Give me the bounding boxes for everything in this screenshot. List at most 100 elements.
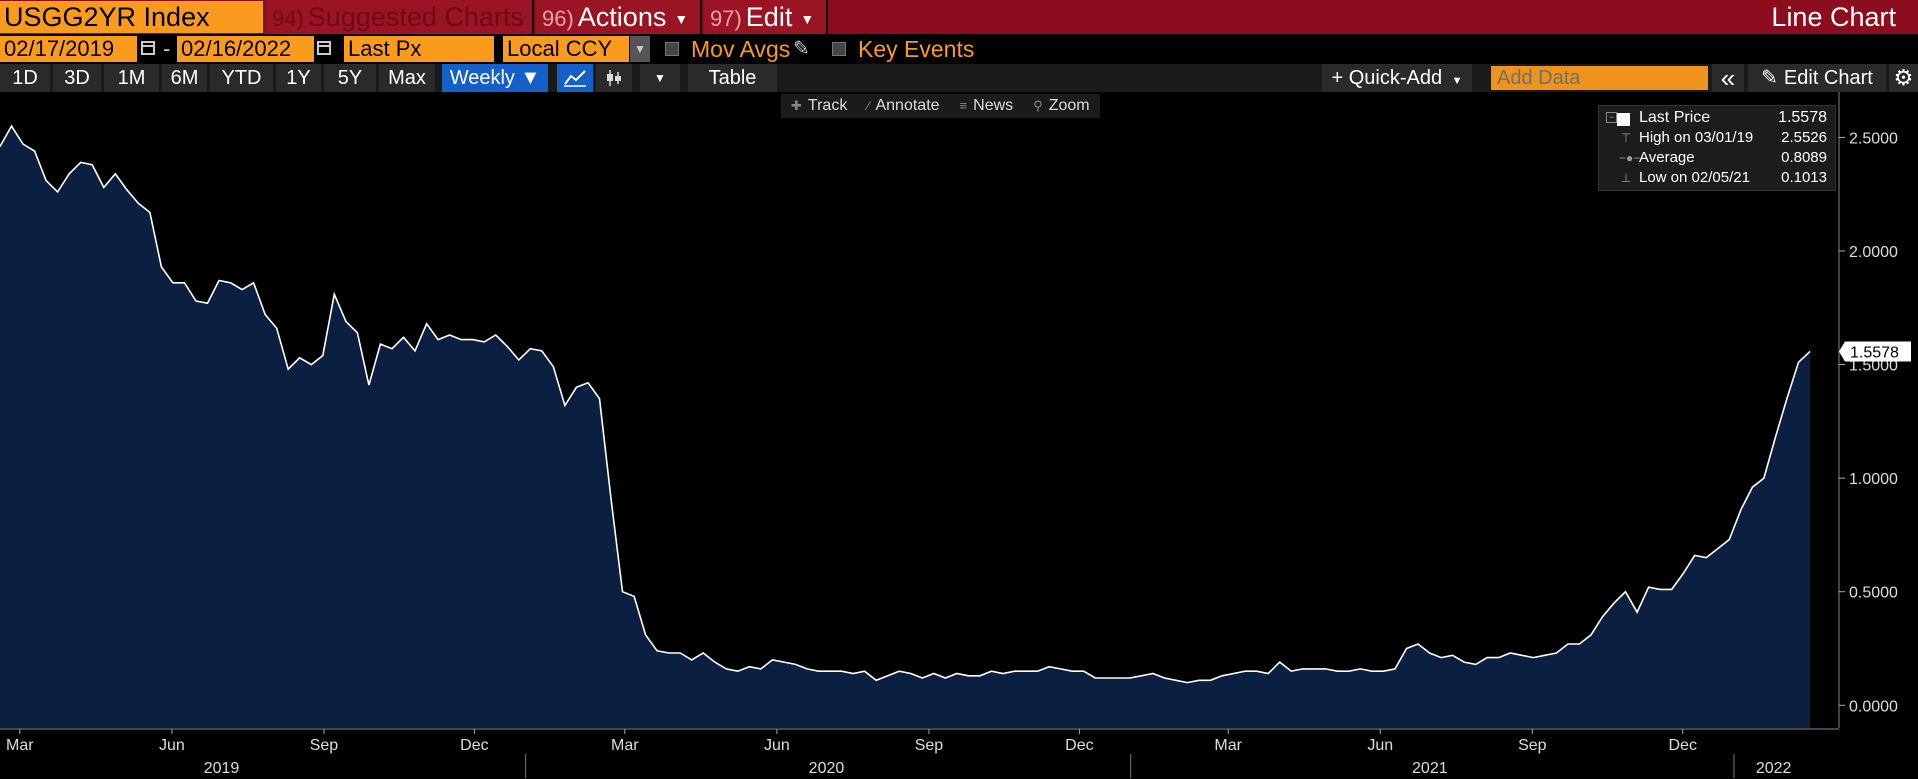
draw-line-icon: ∕ (867, 98, 870, 113)
period-button-5y[interactable]: 5Y (324, 64, 376, 92)
pencil-icon: ✎ (1761, 67, 1778, 89)
collapse-icon[interactable]: « (1712, 64, 1744, 92)
line-chart-icon[interactable] (557, 64, 593, 92)
chart-controls-bar: 02/17/2019 - 02/16/2022 Last Px Local CC… (0, 34, 1918, 64)
x-tick-label: Jun (1367, 737, 1393, 754)
x-tick-label: Mar (611, 737, 639, 754)
last-price-value: 1.5578 (1778, 109, 1827, 126)
period-button-1y[interactable]: 1Y (276, 64, 321, 92)
ticker-field[interactable]: USGG2YR Index (0, 1, 263, 33)
table-button[interactable]: Table (688, 64, 777, 92)
y-tick-label: 0.5000 (1849, 585, 1898, 602)
low-value: 0.1013 (1781, 169, 1827, 186)
x-tick-label: Dec (1668, 737, 1696, 754)
x-tick-label: Sep (1518, 737, 1547, 754)
quick-add-button[interactable]: + Quick-Add ▼ (1322, 64, 1472, 92)
key-events-label[interactable]: Key Events (858, 36, 975, 62)
period-button-1d[interactable]: 1D (0, 64, 50, 92)
low-label: Low on 02/05/21 (1639, 169, 1750, 186)
calendar-icon[interactable] (141, 41, 155, 55)
end-date-field[interactable]: 02/16/2022 (177, 36, 314, 62)
period-button-6m[interactable]: 6M (162, 64, 207, 92)
y-tick-label: 2.5000 (1849, 130, 1898, 147)
edit-chart-button[interactable]: ✎ Edit Chart (1748, 64, 1886, 92)
average-marker-icon: −●− (1619, 151, 1641, 165)
last-value-label: 1.5578 (1850, 344, 1899, 361)
collapse-legend-icon[interactable]: − (1606, 112, 1617, 123)
menu-number: 94) (272, 6, 304, 31)
y-tick-label: 1.0000 (1849, 471, 1898, 488)
header-bar: USGG2YR Index 94) Suggested Charts 96) Act… (0, 0, 1918, 34)
news-label: News (973, 97, 1014, 114)
high-marker-icon: ⊤ (1620, 131, 1632, 145)
price-field-select[interactable]: Last Px (344, 36, 494, 62)
chevron-down-icon[interactable]: ▼ (630, 36, 650, 62)
menu-number: 97) (710, 6, 742, 31)
year-label: 2020 (809, 760, 845, 777)
mov-avgs-label[interactable]: Mov Avgs (691, 36, 791, 62)
news-tool[interactable]: ≡ News (950, 94, 1024, 118)
year-label: 2021 (1412, 760, 1448, 777)
frequency-dropdown[interactable]: Weekly ▼ (442, 64, 548, 92)
x-tick-label: Sep (310, 737, 339, 754)
legend-high: ⊤ High on 03/01/19 2.5526 (1621, 128, 1827, 148)
start-date-field[interactable]: 02/17/2019 (0, 36, 137, 62)
candlestick-glyph (607, 70, 621, 86)
line-chart[interactable]: 0.0000 0.5000 1.0000 1.5000 2.0000 2.5000 1.55… (0, 92, 1918, 779)
period-button-ytd[interactable]: YTD (210, 64, 273, 92)
news-icon: ≡ (959, 98, 968, 113)
gear-icon[interactable]: ⚙ (1889, 64, 1918, 92)
high-label: High on 03/01/19 (1639, 129, 1754, 146)
chevron-down-icon: ▼ (800, 10, 815, 27)
chevron-down-icon: ▼ (674, 10, 689, 27)
zoom-label: Zoom (1048, 97, 1090, 114)
key-events-checkbox[interactable] (832, 42, 846, 56)
add-data-field[interactable] (1491, 66, 1708, 91)
last-price-label: Last Price (1639, 109, 1711, 126)
x-tick-label: Jun (159, 737, 185, 754)
date-range-dash: - (163, 36, 171, 61)
chart-legend[interactable]: − Last Price 1.5578 ⊤ High on 03/01/19 2… (1598, 105, 1836, 191)
y-tick-label: 2.0000 (1849, 244, 1898, 261)
chevron-down-icon: ▼ (1451, 75, 1463, 87)
legend-last-price: Last Price 1.5578 (1639, 108, 1827, 128)
annotate-tool[interactable]: ∕ Annotate (857, 94, 949, 118)
menu-number: 96) (542, 6, 574, 31)
zoom-tool[interactable]: ⚲ Zoom (1023, 94, 1099, 118)
track-tool[interactable]: ✚ Track (781, 94, 857, 118)
x-tick-label: Mar (6, 737, 34, 754)
line-chart-glyph (564, 70, 586, 87)
suggested-charts-button[interactable]: 94) Suggested Charts (266, 0, 534, 34)
edit-chart-label: Edit Chart (1783, 67, 1873, 89)
candlestick-icon[interactable] (596, 64, 632, 92)
x-tick-label: Jun (764, 737, 790, 754)
legend-low: ⊥ Low on 02/05/21 0.1013 (1621, 168, 1827, 188)
series-area (0, 126, 1810, 729)
average-label: Average (1639, 149, 1695, 166)
suggested-charts-label: Suggested Charts (307, 2, 524, 32)
add-data-input[interactable] (1497, 66, 1708, 91)
series-line[interactable] (0, 124, 1811, 684)
year-label: 2022 (1756, 760, 1792, 777)
year-label: 2019 (204, 760, 240, 777)
low-marker-icon: ⊥ (1620, 171, 1632, 185)
chart-type-label: Line Chart (1771, 2, 1896, 32)
y-tick-label: 1.5000 (1849, 358, 1898, 375)
annotate-label: Annotate (875, 97, 940, 114)
edit-label: Edit (745, 2, 793, 32)
high-value: 2.5526 (1781, 129, 1827, 146)
mov-avgs-checkbox[interactable] (665, 42, 679, 56)
actions-menu-button[interactable]: 96) Actions ▼ (536, 0, 702, 34)
period-button-3d[interactable]: 3D (53, 64, 101, 92)
x-tick-label: Sep (915, 737, 944, 754)
pencil-icon[interactable]: ✎ (793, 38, 810, 60)
calendar-icon[interactable] (317, 41, 331, 55)
chevron-down-icon[interactable]: ▼ (640, 64, 680, 92)
period-button-max[interactable]: Max (379, 64, 435, 92)
legend-swatch (1617, 113, 1630, 126)
y-tick-label: 0.0000 (1849, 698, 1898, 715)
edit-menu-button[interactable]: 97) Edit ▼ (704, 0, 828, 34)
track-label: Track (807, 97, 848, 114)
currency-select[interactable]: Local CCY (503, 36, 629, 62)
period-button-1m[interactable]: 1M (104, 64, 159, 92)
